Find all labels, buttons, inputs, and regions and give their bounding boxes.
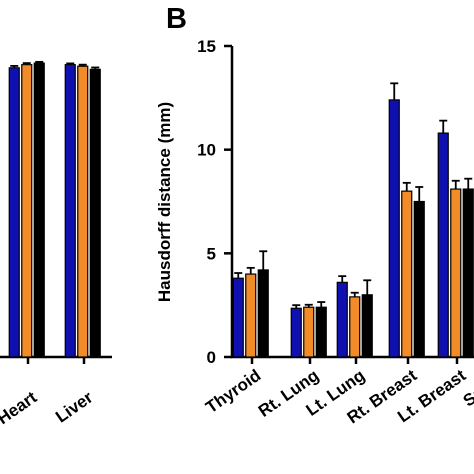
panel-a-chart: Heart Liver [0,60,112,429]
bar [245,273,257,358]
bar [303,306,315,358]
bar [64,64,76,358]
bar [361,294,373,358]
bar [21,64,33,358]
panel-b-chart: B Hausdorff distance (mm) 051015ThyroidR… [155,3,474,427]
bar [77,65,89,358]
bar [450,188,462,358]
bar [257,269,269,358]
bar [336,281,348,358]
bar [388,99,400,358]
bar [401,190,413,358]
bar [290,307,302,358]
bar [349,296,361,358]
bar [232,277,244,358]
y-tick-label: 0 [207,348,216,367]
x-category-label: Heart [0,388,41,429]
bar [33,62,45,358]
panel-b-letter: B [166,3,187,35]
bar [462,188,474,358]
x-category-label: Thyroid [202,366,264,417]
bar [89,68,101,358]
y-tick-label: 5 [207,244,216,263]
bar [315,306,327,358]
x-category-label: Liver [52,387,96,426]
panel-b-y-axis-title: Hausdorff distance (mm) [155,102,174,302]
bar [437,132,449,358]
y-tick-label: 10 [197,141,216,160]
bar [8,67,20,358]
y-tick-label: 15 [197,37,216,56]
bar [413,200,425,358]
